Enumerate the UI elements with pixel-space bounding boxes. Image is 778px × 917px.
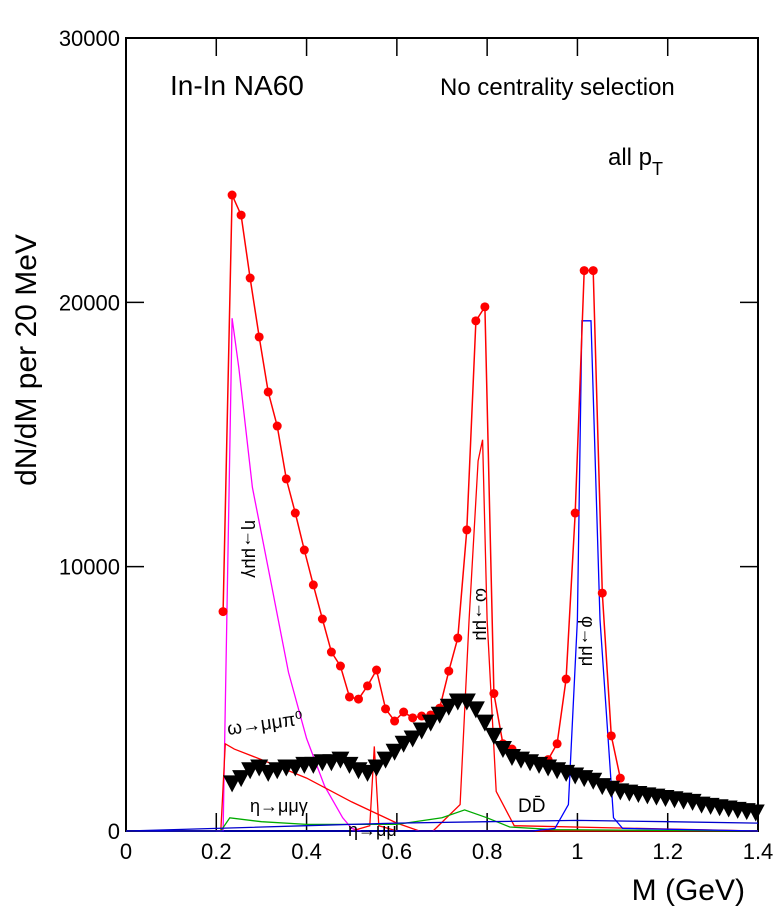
data-point bbox=[615, 773, 625, 783]
data-point bbox=[363, 681, 373, 691]
annotation: ω→μμπ⁰ bbox=[226, 709, 305, 740]
data-point bbox=[484, 727, 503, 745]
y-tick-label: 30000 bbox=[59, 26, 120, 51]
series-line bbox=[216, 318, 361, 832]
data-point bbox=[367, 759, 386, 777]
chart-title: In-In NA60 bbox=[170, 70, 304, 101]
series-line bbox=[125, 819, 759, 832]
data-point bbox=[385, 743, 404, 761]
y-tick-label: 0 bbox=[108, 819, 120, 844]
data-point bbox=[493, 741, 512, 759]
data-point bbox=[403, 730, 422, 748]
data-point bbox=[335, 661, 345, 671]
data-point bbox=[457, 693, 476, 711]
data-point bbox=[372, 665, 382, 675]
data-point bbox=[358, 764, 377, 782]
annotation: DD̄ bbox=[518, 796, 545, 817]
data-point bbox=[272, 421, 282, 431]
data-point bbox=[236, 210, 246, 220]
data-point bbox=[399, 707, 409, 717]
series-line bbox=[432, 439, 759, 832]
data-point bbox=[344, 692, 354, 702]
data-point bbox=[381, 704, 391, 714]
x-tick-label: 1 bbox=[571, 839, 583, 864]
data-point bbox=[227, 190, 237, 200]
series-line bbox=[222, 194, 622, 779]
x-tick-label: 0.4 bbox=[291, 839, 322, 864]
data-point bbox=[561, 674, 571, 684]
data-point bbox=[475, 714, 494, 732]
data-point bbox=[290, 508, 300, 518]
data-point bbox=[430, 706, 449, 724]
data-point bbox=[408, 713, 418, 723]
y-tick-label: 10000 bbox=[59, 555, 120, 580]
series-line bbox=[126, 320, 759, 832]
x-tick-label: 0 bbox=[120, 839, 132, 864]
subtitle: No centrality selection bbox=[440, 74, 675, 101]
series-line bbox=[126, 809, 759, 832]
data-point bbox=[331, 751, 350, 769]
x-tick-label: 0.8 bbox=[472, 839, 503, 864]
data-point bbox=[317, 614, 327, 624]
data-point bbox=[326, 647, 336, 657]
y-tick-label: 20000 bbox=[59, 290, 120, 315]
pt-sub: T bbox=[652, 159, 663, 179]
data-point bbox=[250, 759, 269, 777]
data-point bbox=[353, 694, 363, 704]
data-point bbox=[232, 770, 251, 788]
data-point bbox=[245, 273, 255, 283]
data-point bbox=[340, 756, 359, 774]
data-point bbox=[584, 772, 603, 790]
x-tick-label: 0.2 bbox=[201, 839, 232, 864]
data-point bbox=[376, 751, 395, 769]
data-point bbox=[223, 775, 242, 793]
x-tick-label: 0.6 bbox=[382, 839, 413, 864]
annotation: η→μμγ bbox=[250, 796, 308, 816]
data-point bbox=[263, 387, 273, 397]
data-point bbox=[390, 716, 400, 726]
data-point bbox=[218, 607, 228, 617]
data-point bbox=[308, 580, 318, 590]
data-point bbox=[421, 714, 440, 732]
data-point bbox=[552, 739, 562, 749]
annotation: φ→μμ bbox=[578, 616, 598, 666]
annotation: η→μμγ bbox=[241, 520, 261, 578]
data-point bbox=[606, 731, 616, 741]
data-point bbox=[466, 701, 485, 719]
pt-label: all pT bbox=[608, 144, 663, 179]
data-point bbox=[254, 332, 264, 342]
data-point bbox=[444, 666, 454, 676]
data-point bbox=[394, 735, 413, 753]
data-point bbox=[299, 545, 309, 555]
y-axis-label: dN/dM per 20 MeV bbox=[10, 234, 43, 486]
data-point bbox=[480, 302, 490, 312]
data-point bbox=[462, 525, 472, 535]
series-line bbox=[351, 746, 398, 832]
pt-text: all p bbox=[608, 144, 652, 171]
data-point bbox=[453, 633, 463, 643]
data-point bbox=[412, 722, 431, 740]
annotation: η→μμ bbox=[348, 820, 397, 840]
data-point bbox=[597, 588, 607, 598]
data-point bbox=[489, 689, 499, 699]
x-tick-label: 1.2 bbox=[652, 839, 683, 864]
data-point bbox=[579, 266, 589, 276]
data-point bbox=[746, 804, 765, 822]
x-tick-label: 1.4 bbox=[743, 839, 774, 864]
data-point bbox=[471, 316, 481, 326]
x-axis-label: M (GeV) bbox=[632, 874, 745, 907]
data-point bbox=[570, 508, 580, 518]
data-point bbox=[439, 698, 458, 716]
annotation: ω→μμ bbox=[472, 588, 492, 641]
data-point bbox=[588, 266, 598, 276]
data-point bbox=[281, 474, 291, 484]
